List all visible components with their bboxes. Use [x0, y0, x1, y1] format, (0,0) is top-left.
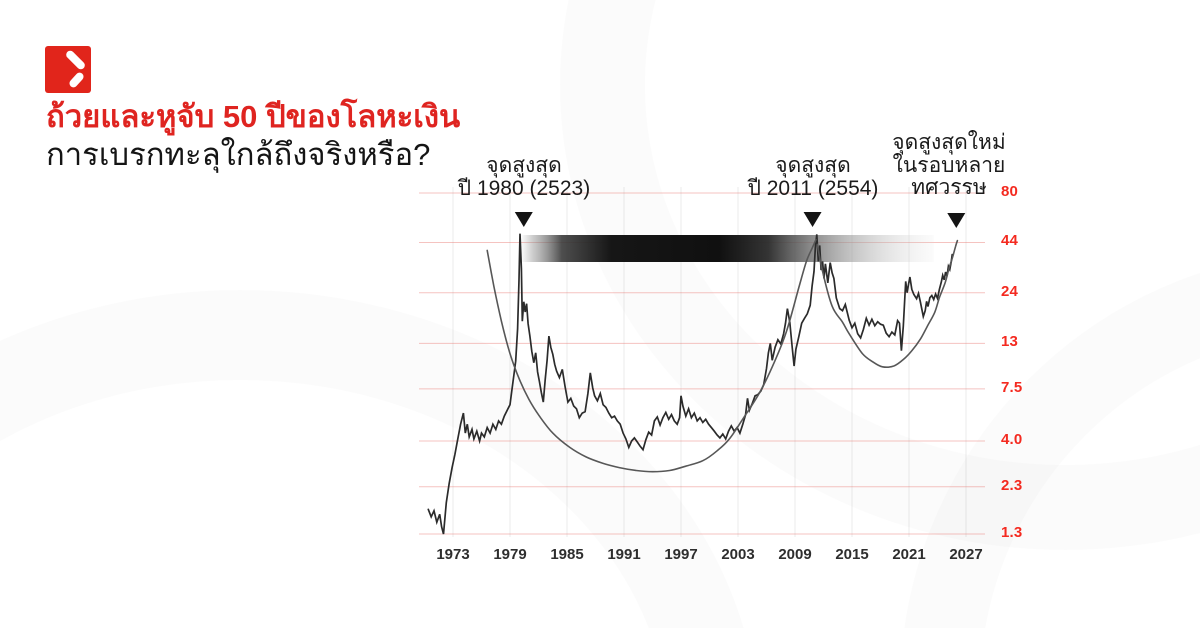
annotation-line: จุดสูงสุด — [486, 154, 562, 177]
y-axis-label: 1.3 — [1001, 524, 1023, 541]
y-axis-label: 4.0 — [1001, 430, 1023, 448]
down-triangle-icon — [946, 212, 965, 228]
brand-logo — [45, 46, 91, 93]
x-axis-label: 2027 — [949, 546, 983, 563]
annotation-line: จุดสูงสุดใหม่ — [892, 131, 1006, 154]
x-axis-label: 2021 — [892, 546, 926, 563]
y-axis-label: 24 — [1001, 282, 1019, 300]
annotation-peak-2011: จุดสูงสุด ปี 2011 (2554) — [747, 154, 879, 227]
annotation-line: ทศวรรษ — [911, 176, 987, 199]
annotation-new-high: จุดสูงสุดใหม่ ในรอบหลาย ทศวรรษ — [892, 131, 1006, 228]
silver-price-path — [427, 233, 954, 535]
y-axis-label: 7.5 — [1001, 378, 1023, 396]
x-axis-label: 1991 — [607, 546, 641, 563]
x-axis-label: 1997 — [664, 546, 698, 563]
handle-curve-path — [816, 239, 959, 368]
y-axis-label: 2.3 — [1001, 476, 1023, 494]
x-axis-label: 1973 — [436, 546, 470, 563]
x-axis-label: 1979 — [493, 546, 527, 563]
page-subtitle: การเบรกทะลุใกล้ถึงจริงหรือ? — [46, 137, 431, 172]
down-triangle-icon — [514, 212, 533, 227]
annotation-line: ปี 2011 (2554) — [747, 176, 879, 200]
x-axis-label: 2015 — [835, 546, 869, 563]
y-axis-label: 44 — [1001, 232, 1019, 250]
x-axis-label: 2009 — [778, 546, 812, 563]
annotation-line: ในรอบหลาย — [892, 153, 1006, 177]
cup-curve-path — [486, 238, 817, 473]
x-axis-label: 2003 — [721, 546, 755, 563]
resistance-zone-bar — [520, 235, 934, 262]
page-title: ถ้วยและหูจับ 50 ปีของโลหะเงิน — [46, 99, 461, 134]
annotation-peak-1980: จุดสูงสุด ปี 1980 (2523) — [457, 154, 591, 227]
annotation-line: ปี 1980 (2523) — [457, 176, 591, 200]
x-axis-label: 1985 — [550, 546, 584, 563]
y-axis-label: 80 — [1001, 183, 1019, 200]
down-triangle-icon — [804, 212, 822, 227]
y-axis-label: 13 — [1001, 333, 1019, 351]
annotation-line: จุดสูงสุด — [775, 154, 851, 177]
